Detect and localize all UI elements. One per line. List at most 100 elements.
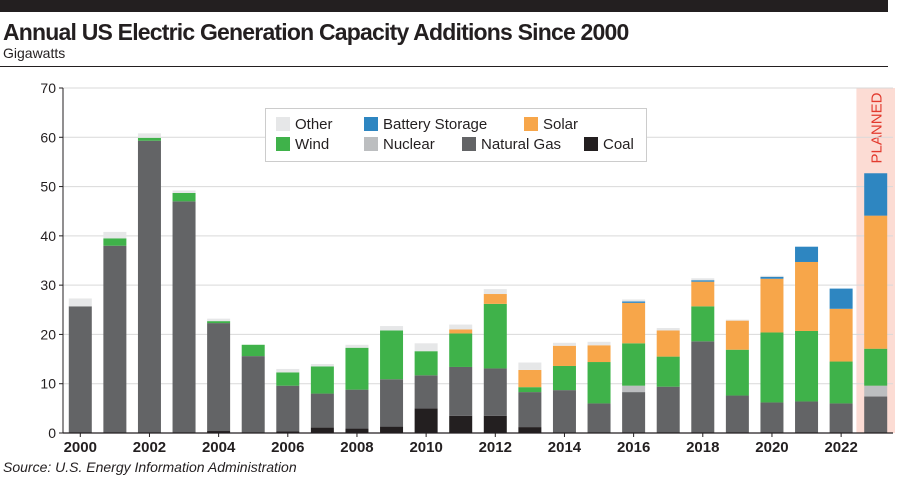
x-tick-label: 2006 xyxy=(271,439,304,456)
bar-segment-solar-2017 xyxy=(656,330,680,357)
source-note: Source: U.S. Energy Information Administ… xyxy=(3,459,297,475)
x-tick-label: 2018 xyxy=(686,439,719,456)
header-rule xyxy=(0,66,888,67)
x-tick-label: 2016 xyxy=(617,439,650,456)
legend-label-nuclear: Nuclear xyxy=(383,135,435,153)
bar-segment-wind-2007 xyxy=(310,366,334,394)
bar-segment-natural-gas-2000 xyxy=(68,306,92,433)
legend-label-battery-storage: Battery Storage xyxy=(383,115,488,133)
legend-item-battery-storage: Battery Storage xyxy=(364,115,487,133)
bar-segment-natural-gas-2016 xyxy=(622,392,646,433)
legend-item-wind: Wind xyxy=(276,135,329,153)
x-tick-label: 2000 xyxy=(64,439,97,456)
legend-item-natural-gas: Natural Gas xyxy=(462,135,561,153)
legend-swatch-solar xyxy=(524,117,538,131)
bar-segment-solar-2011 xyxy=(449,329,473,334)
legend-label-wind: Wind xyxy=(295,135,330,153)
bar-segment-wind-2010 xyxy=(414,351,438,376)
bar-segment-natural-gas-2012 xyxy=(483,368,507,416)
bar-segment-natural-gas-2021 xyxy=(795,401,819,433)
legend-item-nuclear: Nuclear xyxy=(364,135,435,153)
y-tick-label: 60 xyxy=(40,129,56,145)
bar-segment-natural-gas-2004 xyxy=(207,323,231,432)
bar-segment-battery-storage-2016 xyxy=(622,301,646,303)
chart-title: Annual US Electric Generation Capacity A… xyxy=(3,19,629,45)
top-bar xyxy=(0,0,888,12)
bar-segment-natural-gas-2007 xyxy=(310,393,334,428)
bar-segment-wind-2003 xyxy=(172,192,196,202)
bar-segment-natural-gas-2001 xyxy=(103,245,127,433)
y-tick-label: 20 xyxy=(40,326,56,342)
bar-segment-coal-2009 xyxy=(380,426,404,433)
bar-segment-other-2010 xyxy=(414,343,438,352)
bar-segment-wind-2013 xyxy=(518,387,542,393)
x-tick-label: 2012 xyxy=(479,439,512,456)
planned-label: PLANNED xyxy=(869,92,886,163)
bar-segment-coal-2012 xyxy=(483,415,507,433)
bar-segment-wind-2016 xyxy=(622,343,646,386)
bar-segment-other-2020 xyxy=(760,275,784,277)
bar-segment-solar-2022 xyxy=(829,308,853,362)
bar-segment-other-2007 xyxy=(310,364,334,367)
bar-segment-wind-2009 xyxy=(380,330,404,380)
bar-segment-solar-2018 xyxy=(691,281,715,307)
bar-segment-wind-2017 xyxy=(656,356,680,387)
bar-segment-coal-2004 xyxy=(207,431,231,433)
y-tick-label: 30 xyxy=(40,277,56,293)
bar-segment-solar-2014 xyxy=(552,345,576,366)
bar-segment-other-2012 xyxy=(483,289,507,295)
legend-label-other: Other xyxy=(295,115,333,133)
bar-segment-other-2015 xyxy=(587,341,611,346)
legend-swatch-nuclear xyxy=(364,137,378,151)
bar-segment-coal-2010 xyxy=(414,408,438,433)
bar-segment-wind-2015 xyxy=(587,362,611,404)
bar-segment-natural-gas-2020 xyxy=(760,402,784,433)
bar-segment-wind-2020 xyxy=(760,332,784,403)
bar-segment-other-2013 xyxy=(518,362,542,370)
bar-segment-solar-2020 xyxy=(760,278,784,333)
y-tick-label: 70 xyxy=(40,80,56,96)
bar-segment-natural-gas-2023 xyxy=(864,396,888,433)
bar-segment-other-2014 xyxy=(552,342,576,346)
x-tick-label: 2014 xyxy=(548,439,582,456)
legend-label-coal: Coal xyxy=(603,135,634,153)
bar-segment-coal-2008 xyxy=(345,428,369,433)
x-tick-label: 2020 xyxy=(755,439,788,456)
bar-segment-wind-2022 xyxy=(829,361,853,404)
bar-segment-natural-gas-2006 xyxy=(276,385,300,432)
legend-label-solar: Solar xyxy=(543,115,579,133)
bar-segment-coal-2013 xyxy=(518,427,542,433)
bar-segment-solar-2019 xyxy=(725,320,749,350)
bar-segment-solar-2021 xyxy=(795,261,819,331)
bar-segment-natural-gas-2010 xyxy=(414,375,438,409)
bar-segment-solar-2012 xyxy=(483,294,507,304)
chart-subtitle: Gigawatts xyxy=(3,45,66,61)
x-tick-label: 2010 xyxy=(409,439,442,456)
bar-segment-coal-2007 xyxy=(310,427,334,433)
bar-segment-solar-2023 xyxy=(864,215,888,349)
bar-segment-wind-2014 xyxy=(552,365,576,391)
bar-segment-wind-2023 xyxy=(864,348,888,386)
bar-segment-natural-gas-2022 xyxy=(829,403,853,433)
bar-segment-battery-storage-2022 xyxy=(829,288,853,309)
legend-swatch-coal xyxy=(584,137,598,151)
bar-segment-other-2003 xyxy=(172,190,196,193)
bar-segment-natural-gas-2008 xyxy=(345,389,369,429)
bar-segment-wind-2004 xyxy=(207,321,231,324)
bar-segment-other-2011 xyxy=(449,324,473,330)
legend-swatch-wind xyxy=(276,137,290,151)
bar-segment-natural-gas-2017 xyxy=(656,386,680,433)
bar-segment-other-2000 xyxy=(68,298,92,307)
bar-segment-natural-gas-2014 xyxy=(552,390,576,433)
bar-segment-other-2009 xyxy=(380,326,404,331)
y-tick-label: 50 xyxy=(40,179,56,195)
bar-segment-wind-2018 xyxy=(691,306,715,342)
bar-segment-other-2019 xyxy=(725,319,749,321)
bar-segment-battery-storage-2023 xyxy=(864,173,888,216)
bar-segment-natural-gas-2015 xyxy=(587,403,611,433)
bar-segment-wind-2008 xyxy=(345,347,369,390)
bar-segment-natural-gas-2018 xyxy=(691,341,715,433)
bar-segment-solar-2013 xyxy=(518,369,542,388)
bar-segment-natural-gas-2011 xyxy=(449,366,473,416)
